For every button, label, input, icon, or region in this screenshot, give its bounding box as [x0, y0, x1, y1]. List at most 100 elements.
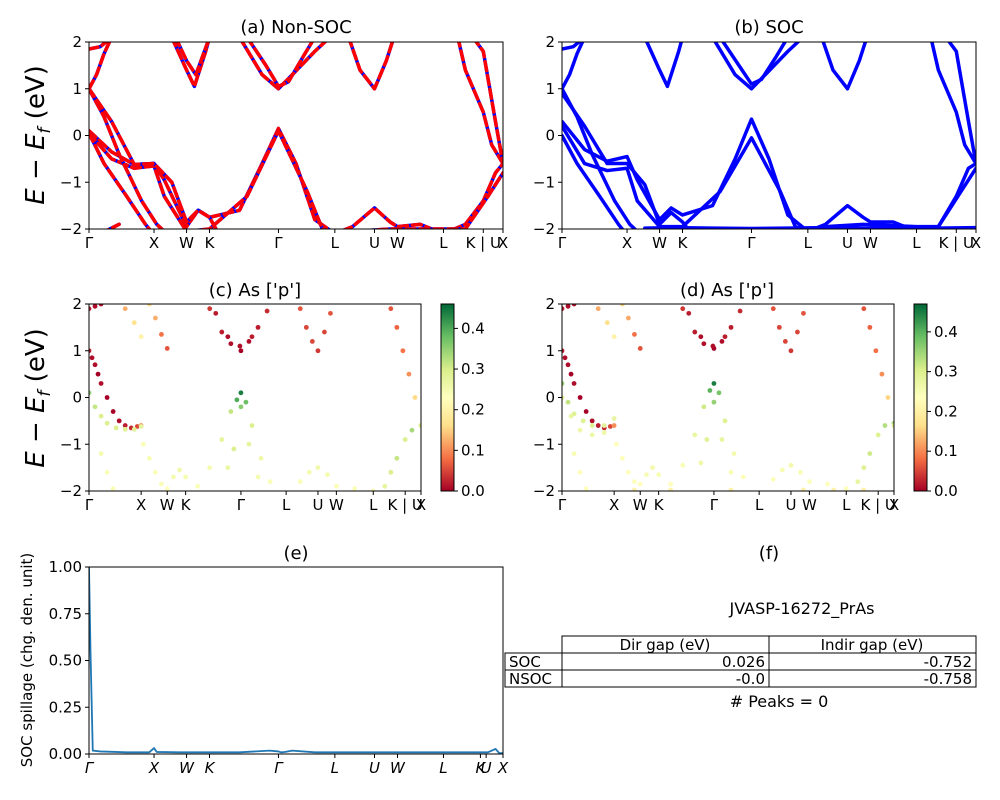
proj-point-c [92, 304, 98, 309]
band-b-12 [947, 42, 976, 166]
proj-point-d [719, 437, 725, 442]
proj-point-d [632, 479, 637, 485]
proj-point-c [322, 329, 327, 335]
title-b: (b) SOC [734, 17, 803, 38]
proj-point-d [644, 472, 649, 478]
cbar-tick-label-c: 0.3 [461, 360, 485, 378]
xtick-label-d: U [785, 496, 796, 514]
xtick-label-b: Γ [558, 234, 567, 252]
proj-point-d [632, 487, 637, 491]
proj-point-c [104, 420, 110, 426]
band-a-13 [457, 42, 503, 166]
proj-point-d [565, 304, 571, 309]
proj-point-c [237, 343, 243, 349]
proj-point-d [568, 413, 574, 419]
table-cell-soc-indir: -0.752 [924, 653, 972, 671]
proj-point-c [89, 306, 92, 312]
gap-table: JVASP-16272_PrAs Dir gap (eV) Indir gap … [504, 599, 977, 711]
proj-point-c [238, 348, 244, 354]
table-cell-nsoc-dir: -0.0 [736, 670, 765, 688]
band-a-4-overlay [89, 87, 218, 229]
panel-d: 210−1−2Γ X W K Γ L U W L K | UX [533, 295, 899, 514]
ytick-label-d: 2 [545, 295, 555, 313]
proj-point-c [138, 424, 144, 429]
proj-point-c [370, 488, 376, 491]
xtick-label-e: X [148, 759, 160, 777]
xtick-label-e: W [390, 759, 406, 777]
title-f: (f) [759, 543, 779, 564]
proj-point-d [728, 324, 734, 330]
table-header-dir-gap: Dir gap (eV) [620, 636, 711, 654]
proj-point-d [637, 346, 643, 351]
title-a: (a) Non-SOC [240, 17, 351, 38]
band-a-12-overlay [348, 42, 395, 91]
proj-point-c [207, 306, 213, 312]
proj-point-d [740, 474, 746, 480]
proj-point-d [668, 487, 674, 491]
proj-point-c [92, 404, 98, 410]
proj-point-d [571, 304, 577, 307]
proj-point-c [382, 483, 388, 489]
xtick-label-a: L [331, 234, 340, 252]
band-a-9-overlay [175, 42, 210, 77]
proj-point-c [89, 355, 95, 361]
proj-point-c [228, 341, 234, 347]
ylabel-middle: E − Ef (eV) [21, 328, 55, 468]
title-d: (d) As ['p'] [680, 280, 774, 301]
proj-point-c [402, 437, 408, 442]
xtick-label-a: Γ [85, 234, 94, 252]
xtick-label-e: Γ [85, 759, 95, 777]
band-b-10 [821, 42, 868, 91]
proj-point-d [855, 479, 861, 485]
cbar-tick-label-d: 0.1 [934, 442, 958, 460]
ytick-label-a: 0 [72, 127, 82, 145]
band-a-11-overlay [248, 42, 315, 89]
proj-point-d [843, 486, 849, 491]
proj-point-c [352, 486, 357, 491]
proj-point-c [228, 409, 234, 414]
proj-point-d [711, 381, 717, 386]
band-b-3 [562, 133, 625, 229]
proj-point-d [565, 399, 571, 405]
proj-point-c [159, 331, 164, 337]
proj-point-c [131, 320, 137, 326]
xtick-label-a: Γ [274, 234, 283, 252]
ytick-label-b: 1 [545, 80, 555, 98]
proj-point-d [882, 423, 888, 428]
proj-point-d [565, 362, 571, 368]
cbar-tick-label-d: 0.0 [934, 482, 958, 500]
proj-point-d [604, 320, 610, 326]
proj-point-d [867, 324, 873, 330]
table-row-label-soc: SOC [509, 653, 541, 671]
band-a-1-overlay [89, 129, 503, 229]
proj-point-d [562, 355, 568, 361]
band-b-7 [644, 42, 684, 89]
xtick-label-d: X [609, 496, 619, 514]
proj-point-d [731, 451, 737, 456]
xtick-label-d: Γ [558, 496, 567, 514]
xtick-label-d: W [633, 496, 648, 514]
xtick-label-c: L [369, 496, 378, 514]
band-a-8-overlay [171, 42, 211, 89]
proj-point-d [680, 306, 686, 312]
proj-point-c [258, 455, 264, 461]
proj-point-d [861, 487, 867, 491]
xtick-label-c: Γ [85, 496, 94, 514]
xtick-label-b: W [863, 234, 878, 252]
xtick-label-e: L [331, 759, 339, 777]
proj-point-d [611, 334, 617, 340]
proj-point-d [711, 399, 717, 405]
proj-point-c [122, 426, 128, 432]
proj-point-d [577, 469, 583, 475]
proj-point-d [589, 418, 595, 424]
proj-point-d [626, 315, 631, 321]
proj-point-d [728, 469, 734, 475]
proj-point-c [104, 395, 110, 400]
proj-point-d [595, 306, 601, 312]
proj-point-d [788, 462, 794, 468]
xtick-label-a: W [390, 234, 405, 252]
proj-point-d [867, 451, 873, 456]
proj-point-d [891, 423, 894, 428]
ylabel-top: E − Ef (eV) [21, 65, 55, 205]
proj-point-c [146, 304, 152, 307]
